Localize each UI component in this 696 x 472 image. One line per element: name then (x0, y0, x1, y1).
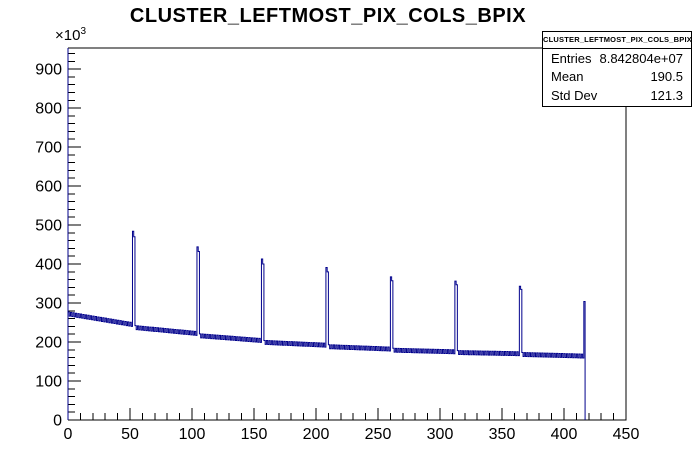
histogram-series (67, 230, 586, 420)
stats-row-value: 8.842804e+07 (599, 50, 683, 66)
stats-row: Mean 190.5 (551, 69, 683, 84)
x-tick-label: 50 (121, 426, 139, 443)
stats-row-value: 190.5 (650, 69, 683, 85)
y-tick-label: 0 (53, 413, 62, 430)
y-axis-scale-exponent: 3 (80, 26, 87, 37)
stats-row-label: Entries (551, 50, 592, 66)
y-tick-label: 400 (35, 257, 62, 274)
stats-title: CLUSTER_LEFTMOST_PIX_COLS_BPIX (543, 32, 691, 49)
y-tick-label: 100 (35, 374, 62, 391)
chart-title: CLUSTER_LEFTMOST_PIX_COLS_BPIX (129, 5, 527, 27)
stats-row: Std Dev 121.3 (551, 88, 683, 103)
y-tick-label: 300 (35, 296, 62, 313)
stats-row: Entries 8.842804e+07 (551, 51, 683, 66)
axis-ticks (67, 52, 627, 421)
y-tick-label: 200 (35, 335, 62, 352)
x-tick-label: 300 (427, 426, 454, 443)
x-tick-label: 100 (179, 426, 206, 443)
stats-row-label: Mean (551, 69, 584, 85)
axis-labels: 0 50 100 150 200 250 300 350 400 450 0 100 200 300 400… (35, 62, 639, 443)
y-tick-label: 900 (35, 62, 62, 79)
x-tick-label: 150 (241, 426, 268, 443)
stats-box: CLUSTER_LEFTMOST_PIX_COLS_BPIX Entries 8.… (542, 31, 692, 107)
x-tick-label: 450 (613, 426, 640, 443)
stats-rows: Entries 8.842804e+07 Mean 190.5 Std Dev 121.3 (543, 49, 691, 105)
y-tick-label: 600 (35, 179, 62, 196)
y-axis-scale-mantissa: ×10 (55, 27, 81, 44)
x-tick-label: 400 (551, 426, 578, 443)
x-tick-label: 350 (489, 426, 516, 443)
y-tick-label: 500 (35, 218, 62, 235)
x-tick-label: 200 (303, 426, 330, 443)
stats-row-label: Std Dev (551, 88, 598, 104)
x-tick-label: 250 (365, 426, 392, 443)
y-axis-scale-label: ×103 (55, 26, 86, 44)
y-tick-label: 800 (35, 101, 62, 118)
x-tick-label: 0 (64, 426, 73, 443)
y-tick-label: 700 (35, 140, 62, 157)
stats-row-value: 121.3 (650, 88, 683, 104)
